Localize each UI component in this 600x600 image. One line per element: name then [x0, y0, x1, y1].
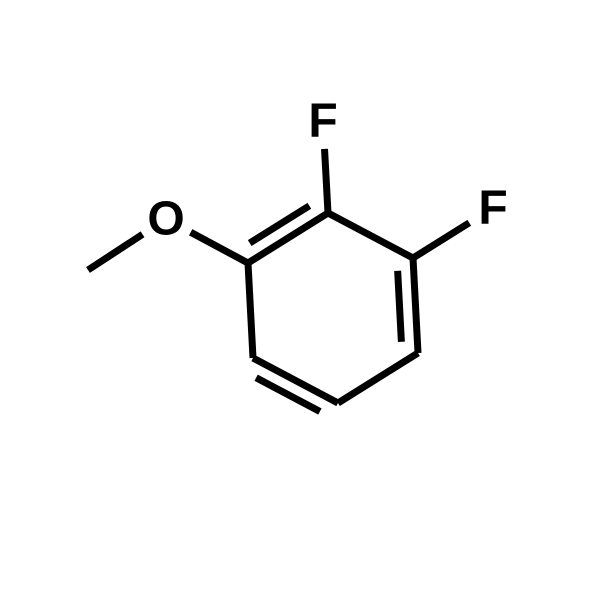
bond: [413, 258, 418, 353]
bond: [248, 263, 253, 358]
bond: [325, 149, 328, 213]
bond-inner: [398, 271, 402, 342]
molecule-canvas: O F F: [0, 0, 600, 600]
bond: [328, 213, 413, 258]
atom-label-f: F: [308, 95, 337, 148]
bond: [413, 223, 469, 258]
bond-inner: [250, 206, 310, 243]
bond: [88, 234, 143, 270]
atom-label-o: O: [147, 193, 184, 246]
bond: [338, 353, 418, 403]
atom-label-f: F: [478, 182, 507, 235]
bond-inner: [256, 378, 320, 412]
bond: [191, 232, 248, 263]
